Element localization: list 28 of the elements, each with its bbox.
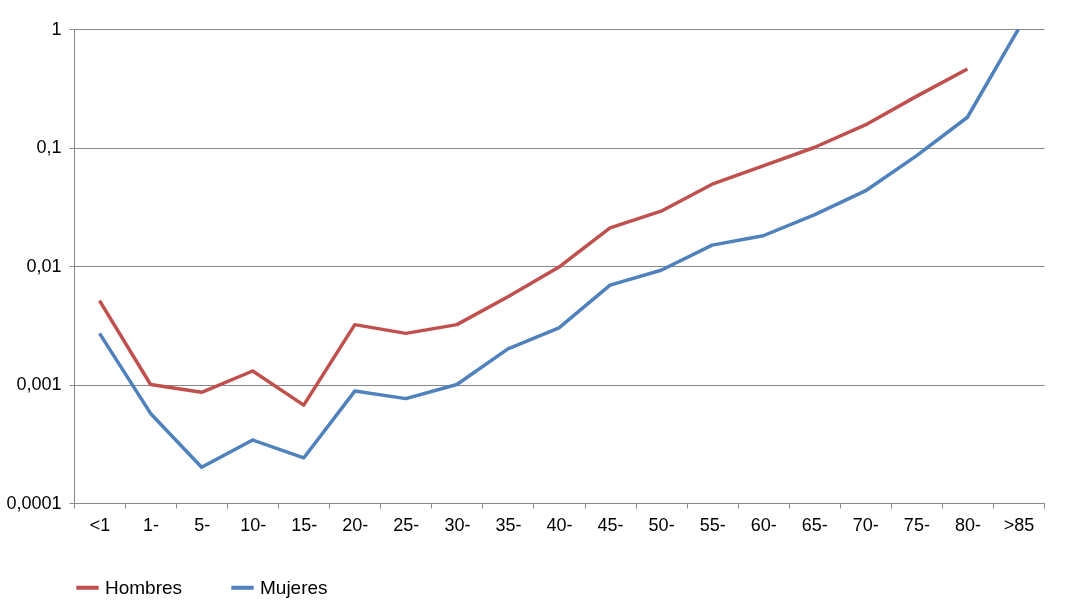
x-tick-label: 25- [393, 514, 420, 535]
y-tick-label: 0,01 [26, 255, 62, 276]
x-tick-label: 70- [852, 514, 879, 535]
x-tick-label: 50- [648, 514, 675, 535]
x-tick-label: 10- [240, 514, 267, 535]
y-tick-label: 1 [51, 18, 62, 39]
y-tick-label: 0,001 [16, 374, 62, 394]
legend-label: Mujeres [260, 576, 328, 598]
x-tick-label: 35- [495, 514, 522, 535]
x-tick-label: 5- [194, 514, 211, 535]
x-tick-label: 55- [699, 514, 726, 535]
x-tick-label: 75- [903, 514, 930, 535]
y-tick-label: 0,1 [36, 137, 62, 157]
x-tick-label: 65- [801, 514, 828, 535]
x-tick-label: 1- [143, 514, 160, 535]
x-tick-label: 30- [444, 514, 471, 535]
x-tick-label: <1 [89, 514, 111, 535]
x-tick-label: 45- [597, 514, 624, 535]
x-tick-label: 60- [750, 514, 777, 535]
x-tick-label: 40- [546, 514, 573, 535]
legend-label: Hombres [105, 576, 183, 598]
x-tick-label: >85 [1003, 514, 1035, 535]
x-tick-label: 80- [954, 514, 981, 535]
line-series [97, 29, 1021, 470]
y-tick-label: 0,0001 [6, 492, 62, 513]
line-series [97, 67, 970, 407]
x-tick-label: 15- [291, 514, 318, 535]
x-tick-label: 20- [342, 514, 369, 535]
